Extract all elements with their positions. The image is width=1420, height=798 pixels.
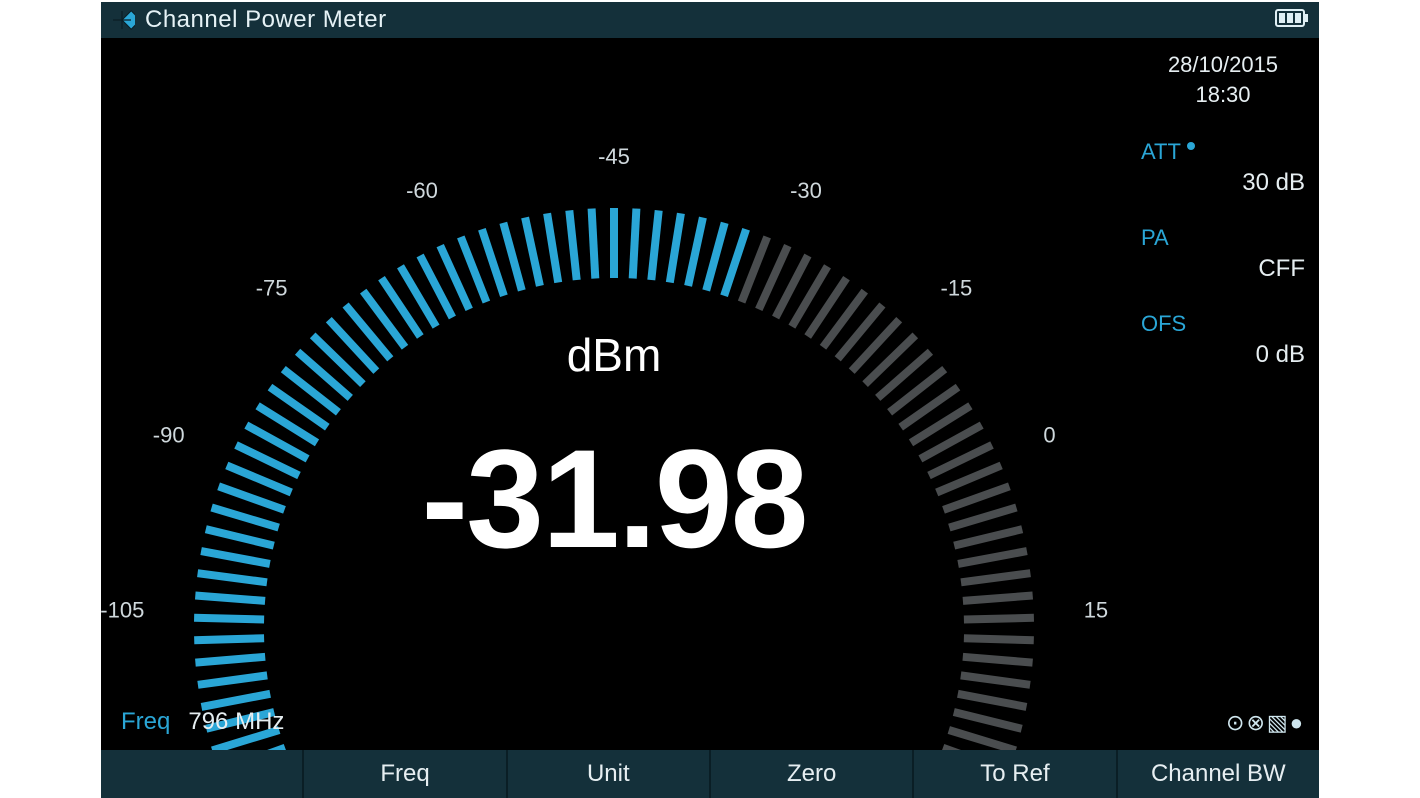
gauge-tick: [194, 638, 264, 640]
softkey-unit[interactable]: Unit: [506, 750, 709, 798]
gauge-tick: [964, 618, 1034, 620]
gauge-scale-label: -45: [598, 144, 630, 169]
gauge-tick: [706, 223, 725, 291]
gauge-tick: [525, 218, 540, 286]
workspace: -120 dBm-105-90-75-60-45-30-1501530 dBm …: [101, 38, 1127, 750]
gauge-scale-label: -15: [941, 276, 973, 301]
sidebar-row-label: OFS: [1141, 311, 1305, 337]
gauge-tick: [482, 229, 504, 295]
freq-label: Freq: [121, 708, 170, 736]
gauge-tick: [958, 694, 1027, 707]
gauge-tick: [670, 213, 681, 282]
instrument-frame: Channel Power Meter -120 dBm-105-90-75-6…: [101, 2, 1319, 798]
sidebar-row: PA CFF: [1141, 225, 1305, 283]
gauge-tick: [961, 675, 1030, 684]
gauge-tick: [195, 657, 265, 663]
gauge-scale-label: -60: [406, 178, 438, 203]
date: 28/10/2015: [1141, 50, 1305, 80]
sidebar: 28/10/2015 18:30 ATT 30 dB PA CFF OFS 0 dB ⊙⊗…: [1127, 38, 1319, 750]
time: 18:30: [1141, 80, 1305, 110]
softkey-zero[interactable]: Zero: [709, 750, 912, 798]
status-icons: ⊙⊗▧●: [1226, 710, 1305, 736]
titlebar: Channel Power Meter: [101, 2, 1319, 38]
gauge-tick: [964, 638, 1034, 640]
gauge-tick: [592, 209, 596, 279]
softkey-blank: [101, 750, 302, 798]
gauge-tick: [954, 712, 1022, 729]
indicator-dot-icon: [1187, 142, 1195, 150]
gauge-tick: [198, 675, 267, 684]
brand-logo-icon: [109, 7, 135, 33]
power-gauge: -120 dBm-105-90-75-60-45-30-1501530 dBm: [101, 38, 1127, 750]
gauge-scale-label: -75: [256, 276, 288, 301]
page-title: Channel Power Meter: [145, 6, 387, 34]
gauge-tick: [651, 210, 658, 280]
gauge-scale-label: -30: [790, 178, 822, 203]
sidebar-row-value: 30 dB: [1141, 169, 1305, 197]
datetime: 28/10/2015 18:30: [1141, 50, 1305, 109]
softkey-bar: FreqUnitZeroTo RefChannel BW: [101, 750, 1319, 798]
gauge-tick: [195, 596, 265, 601]
gauge-tick: [963, 596, 1033, 601]
softkey-to-ref[interactable]: To Ref: [912, 750, 1115, 798]
gauge-tick: [963, 657, 1033, 663]
softkey-channel-bw[interactable]: Channel BW: [1116, 750, 1319, 798]
sidebar-row-label: ATT: [1141, 139, 1305, 165]
gauge-tick: [194, 618, 264, 620]
gauge-tick: [633, 209, 637, 279]
sidebar-row-label: PA: [1141, 225, 1305, 251]
gauge-scale-label: 15: [1084, 597, 1108, 622]
sidebar-row: ATT 30 dB: [1141, 139, 1305, 197]
sidebar-row: OFS 0 dB: [1141, 311, 1305, 369]
gauge-scale-label: -105: [101, 597, 144, 622]
gauge-reading: -31.98: [101, 418, 1127, 580]
freq-value: 796 MHz: [188, 708, 284, 736]
gauge-tick: [688, 218, 703, 286]
sidebar-row-value: CFF: [1141, 255, 1305, 283]
gauge-unit-label: dBm: [101, 328, 1127, 382]
gauge-tick: [202, 694, 271, 707]
gauge-tick: [547, 213, 558, 282]
sidebar-row-value: 0 dB: [1141, 341, 1305, 369]
softkey-freq[interactable]: Freq: [302, 750, 505, 798]
gauge-tick: [949, 730, 1016, 750]
freq-status: Freq 796 MHz: [121, 708, 284, 736]
gauge-tick: [724, 229, 746, 295]
gauge-tick: [503, 223, 522, 291]
battery-icon: [1275, 8, 1309, 33]
gauge-tick: [569, 210, 576, 280]
